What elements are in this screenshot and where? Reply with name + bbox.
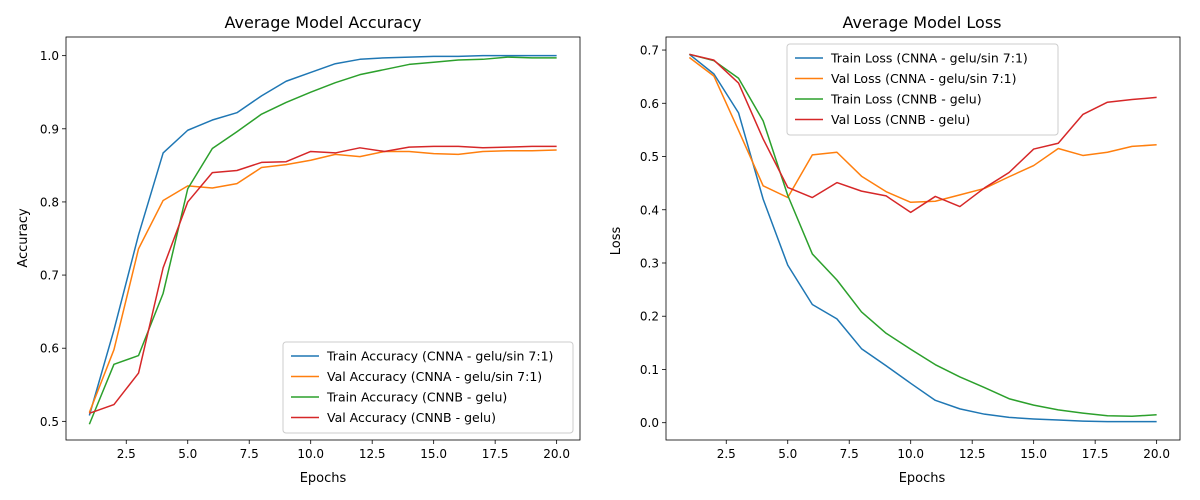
y-tick-label: 0.5 [640,150,659,164]
y-tick-label: 0.6 [40,342,59,356]
legend-label: Train Loss (CNNB - gelu) [830,92,982,107]
series-line-4 [89,145,557,415]
y-tick-label: 0.9 [40,122,59,136]
x-tick-label: 15.0 [1020,447,1047,461]
x-tick-label: 7.5 [240,447,259,461]
y-axis-label: Loss [609,227,624,256]
x-axis-label: Epochs [300,471,347,486]
x-tick-label: 5.0 [178,447,197,461]
axes-frame [665,36,1181,441]
x-tick-label: 2.5 [717,447,736,461]
legend-label: Train Accuracy (CNNA - gelu/sin 7:1) [326,349,553,364]
y-tick-label: 0.7 [40,269,59,283]
chart-title: Average Model Loss [842,13,1001,32]
legend-box [786,43,1059,136]
x-tick-label: 20.0 [543,447,570,461]
legend-label: Val Accuracy (CNNA - gelu/sin 7:1) [327,369,542,384]
legend-label: Train Accuracy (CNNB - gelu) [326,390,507,405]
legend: Train Loss (CNNA - gelu/sin 7:1) Val Loss… [786,43,1059,136]
legend-label: Val Loss (CNNA - gelu/sin 7:1) [831,71,1017,86]
legend-label: Val Loss (CNNB - gelu) [831,112,970,127]
y-tick-label: 0.1 [640,363,659,377]
x-tick-label: 15.0 [420,447,447,461]
y-tick-label: 0.5 [40,415,59,429]
y-axis-label: Accuracy [16,208,31,268]
axes-frame [65,36,581,441]
legend: Train Accuracy (CNNA - gelu/sin 7:1) Val … [282,341,574,434]
series-line-2 [688,56,1157,204]
y-tick-label: 1.0 [40,49,59,63]
series-line-4 [689,53,1157,214]
legend-label: Train Loss (CNNA - gelu/sin 7:1) [830,51,1028,66]
accuracy-chart: Average Model Accuracy Epochs Accuracy 2… [16,13,581,486]
y-tick-label: 0.0 [640,416,659,430]
x-tick-label: 20.0 [1143,447,1170,461]
x-tick-label: 10.0 [897,447,924,461]
chart-title: Average Model Accuracy [225,13,422,32]
x-tick-label: 5.0 [778,447,797,461]
y-tick-label: 0.6 [640,97,659,111]
series-line-3 [88,56,557,425]
legend-box [282,341,574,434]
x-axis-label: Epochs [899,471,946,486]
x-tick-label: 12.5 [959,447,986,461]
x-tick-label: 7.5 [840,447,859,461]
y-tick-label: 0.8 [40,195,59,209]
legend-label: Val Accuracy (CNNB - gelu) [327,410,496,425]
x-tick-label: 12.5 [359,447,386,461]
series-line-2 [88,149,557,413]
y-tick-label: 0.3 [640,256,659,270]
loss-chart: Average Model Loss Epochs Loss 2.5 5.0 7.5… [609,13,1181,486]
y-tick-label: 0.4 [640,203,659,217]
x-tick-label: 2.5 [117,447,136,461]
x-tick-label: 17.5 [482,447,509,461]
x-tick-label: 10.0 [297,447,324,461]
y-tick-label: 0.2 [640,310,659,324]
series-line-1 [88,54,557,416]
x-tick-label: 17.5 [1082,447,1109,461]
y-tick-label: 0.7 [640,44,659,58]
series-line-1 [688,53,1157,423]
series-line-3 [689,53,1157,418]
